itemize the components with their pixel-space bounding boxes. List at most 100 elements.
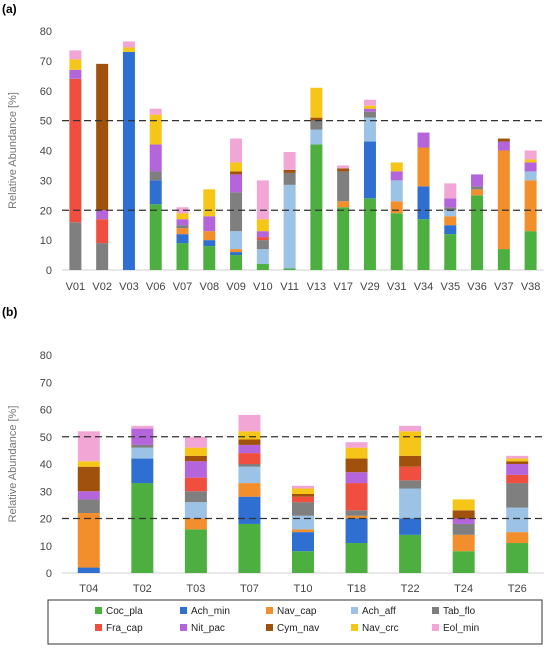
bar-segment-Coc_pla (444, 234, 457, 270)
y-tick-label: 20 (40, 205, 52, 217)
bar-segment-Nit_pac (497, 141, 510, 151)
x-tick-label: V03 (119, 281, 139, 293)
bar-segment-Nit_pac (363, 108, 376, 112)
x-tick-label: T03 (186, 583, 205, 595)
bar-segment-Coc_pla (524, 231, 537, 270)
y-tick-label: 10 (40, 541, 52, 553)
x-tick-label: V29 (360, 281, 380, 293)
bar-segment-Fra_cap (184, 477, 207, 492)
x-tick-label: V17 (333, 281, 353, 293)
bar-segment-Tab_flo (131, 444, 154, 448)
bar-segment-Cym_nav (399, 455, 422, 467)
bar-segment-Nit_pac (230, 174, 243, 193)
stacked-bar-V07 (176, 207, 189, 270)
legend-swatch (351, 624, 358, 631)
stacked-bar-T18 (345, 442, 368, 573)
panel-a-chart: (a) Relative Abundance [%] 0 10 20 30 40 50 60 70… (2, 2, 544, 293)
bar-segment-Eol_min (444, 183, 457, 199)
bar-segment-Cym_nav (238, 439, 261, 445)
bar-segment-Ach_min (230, 252, 243, 256)
stacked-bar-V01 (69, 50, 82, 270)
legend-item-Nit_pac: Nit_pac (180, 623, 225, 634)
bar-segment-Nit_pac (444, 198, 457, 208)
bar-segment-Tab_flo (292, 502, 314, 516)
x-tick-label: V11 (280, 281, 299, 293)
bar-segment-Tab_flo (69, 222, 82, 270)
y-axis-label: Relative Abundance [%] (7, 92, 19, 209)
x-tick-label: T22 (401, 583, 420, 595)
bar-segment-Nav_crc (69, 59, 82, 70)
bar-segment-Eol_min (122, 41, 135, 48)
bar-segment-Nav_cap (337, 201, 350, 208)
legend-label: Eol_min (443, 623, 479, 634)
bar-segment-Ach_min (292, 532, 314, 552)
bar-segment-Ach_min (122, 51, 135, 270)
bar-segment-Coc_pla (310, 144, 323, 270)
bar-segment-Cym_nav (452, 510, 475, 519)
bar-segment-Eol_min (345, 442, 368, 448)
bar-segment-Tab_flo (444, 207, 457, 211)
bar-segment-Eol_min (256, 180, 269, 220)
bar-segment-Tab_flo (452, 523, 475, 535)
bar-segment-Nit_pac (417, 132, 430, 148)
bar-segment-Cym_nav (77, 466, 100, 492)
bar-segment-Ach_aff (230, 231, 243, 250)
bar-segment-Eol_min (283, 151, 296, 170)
bar-segment-Nav_cap (184, 518, 207, 530)
bar-segment-Coc_pla (506, 543, 529, 573)
bar-segment-Tab_flo (337, 171, 350, 202)
legend-label: Cym_nav (277, 623, 319, 634)
x-tick-label: V10 (253, 281, 273, 293)
bar-segment-Ach_min (238, 496, 261, 524)
stacked-bar-T03 (184, 436, 207, 573)
bar-segment-Tab_flo (363, 111, 376, 118)
bar-segment-Coc_pla (337, 207, 350, 270)
legend-item-Tab_flo: Tab_flo (432, 606, 476, 617)
bar-segment-Nit_pac (471, 174, 484, 187)
bar-segment-Eol_min (176, 207, 189, 214)
y-tick-label: 10 (40, 235, 52, 247)
bar-segment-Nit_pac (176, 219, 189, 226)
y-tick-label: 80 (40, 350, 52, 362)
bar-segment-Coc_pla (184, 529, 207, 573)
bar-segment-Nav_crc (390, 162, 403, 172)
bar-segment-Nav_crc (256, 219, 269, 232)
legend-swatch (266, 624, 273, 631)
bar-segment-Nav_cap (292, 529, 314, 533)
legend-label: Ach_min (191, 606, 230, 617)
y-axis-label: Relative Abundance [%] (7, 406, 19, 523)
bar-segment-Ach_min (77, 567, 100, 573)
stacked-bar-T02 (131, 425, 154, 573)
x-tick-label: T07 (240, 583, 259, 595)
bar-segment-Nit_pac (96, 210, 109, 220)
bar-segment-Ach_min (203, 240, 216, 247)
bar-segment-Eol_min (292, 485, 314, 489)
bar-segment-Cym_nav (292, 493, 314, 497)
x-tick-label: V09 (226, 281, 246, 293)
bar-segment-Nav_cap (176, 228, 189, 235)
y-tick-label: 60 (40, 86, 52, 98)
bar-segment-Tab_flo (230, 192, 243, 232)
bar-segment-Eol_min (69, 50, 82, 60)
y-tick-label: 0 (46, 265, 52, 277)
stacked-bar-V06 (149, 108, 162, 270)
panel-b-chart: (b) Relative Abundance [%] 0 10 20 30 40 50 60 70… (2, 305, 544, 595)
bar-segment-Eol_min (149, 108, 162, 115)
bar-segment-Ach_aff (310, 129, 323, 145)
legend-swatch (266, 607, 273, 614)
x-tick-label: V02 (92, 281, 112, 293)
bar-segment-Tab_flo (256, 240, 269, 250)
bar-segment-Coc_pla (230, 255, 243, 270)
stacked-bar-V38 (524, 150, 537, 270)
bar-segment-Cym_nav (497, 138, 510, 142)
bar-segment-Nav_cap (452, 534, 475, 552)
x-tick-label: V06 (146, 281, 166, 293)
legend-label: Tab_flo (443, 606, 476, 617)
bar-segment-Cym_nav (96, 63, 109, 211)
bar-segment-Nav_crc (363, 105, 376, 109)
bar-segment-Nit_pac (149, 144, 162, 172)
legend-item-Nav_crc: Nav_crc (351, 623, 399, 634)
bar-segment-Eol_min (230, 138, 243, 163)
bar-segment-Coc_pla (345, 543, 368, 573)
